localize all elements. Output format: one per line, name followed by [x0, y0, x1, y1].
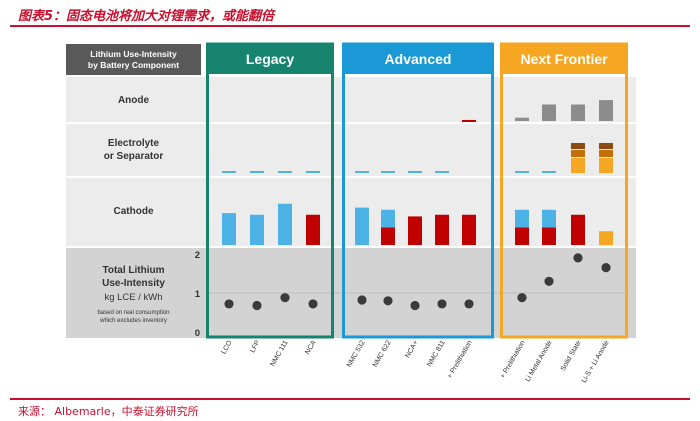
electrolyte-bar-dark [571, 143, 585, 149]
figure-title: 图表5：固态电池将加大对锂需求，或能翻倍 [18, 9, 275, 24]
electrolyte-bar-orange [571, 158, 585, 173]
cathode-bar-red [571, 214, 585, 245]
category-label: NCA [304, 339, 318, 356]
total-point [573, 253, 583, 263]
category-label: + Prelithiation [499, 339, 526, 379]
row-label-total: Total Lithium [102, 265, 164, 276]
category-label: + Prelithiation [446, 339, 473, 379]
bottom-rule [10, 398, 690, 400]
total-point [464, 299, 474, 309]
category-label: NMC 111 [269, 339, 289, 367]
electrolyte-marker [381, 171, 395, 173]
cathode-bar-blue [515, 209, 529, 228]
electrolyte-marker [515, 171, 529, 173]
row-label-electrolyte: or Separator [104, 151, 164, 162]
cathode-bar-red [599, 231, 613, 245]
total-point [224, 299, 234, 309]
total-point [544, 276, 554, 286]
category-label: Solid State [560, 339, 583, 372]
group-border [206, 42, 334, 339]
header-label: Lithium Use-Intensity [90, 49, 177, 59]
top-rule [10, 25, 690, 27]
cathode-bar-red [462, 214, 476, 245]
category-label: Li Metal Anode [525, 339, 554, 383]
electrolyte-marker [408, 171, 422, 173]
header-box [66, 44, 201, 75]
anode-bar [515, 117, 529, 121]
anode-bar [599, 100, 613, 121]
group-header-0 [206, 44, 334, 74]
group-label: Legacy [246, 51, 294, 67]
total-point [252, 300, 262, 311]
row-label-cathode: Cathode [114, 206, 154, 217]
category-label: LFP [249, 339, 262, 354]
group-border [500, 42, 628, 339]
electrolyte-marker [222, 171, 236, 173]
row-band [66, 77, 636, 122]
electrolyte-marker [355, 171, 369, 173]
y-tick-label: 0 [195, 328, 200, 339]
row-label-anode: Anode [118, 95, 150, 106]
total-note: which excludes inventory [99, 318, 167, 324]
group-header-2 [500, 44, 628, 74]
cathode-bar-blue [381, 209, 395, 228]
category-label: NMC 532 [346, 339, 367, 368]
total-unit: kg LCE / kWh [104, 292, 162, 303]
total-point [357, 295, 367, 305]
category-label: LCO [220, 339, 234, 355]
electrolyte-bar-dark [599, 143, 613, 149]
cathode-bar-red [542, 227, 556, 245]
group-label: Next Frontier [520, 51, 608, 67]
cathode-bar-blue [542, 209, 556, 228]
cathode-bar-red [381, 227, 395, 245]
y-tick-label: 2 [195, 250, 200, 261]
row-label-electrolyte: Electrolyte [108, 138, 160, 149]
cathode-bar-blue [250, 214, 264, 245]
cathode-bar-red [408, 216, 422, 245]
category-label: Li-S + Li Anode [581, 339, 611, 384]
total-point [601, 263, 611, 273]
cathode-bar-red [306, 214, 320, 245]
category-label: NMC 811 [426, 339, 447, 368]
anode-bar [571, 104, 585, 121]
group-label: Advanced [385, 51, 452, 67]
total-point [280, 293, 290, 303]
anode-marker [462, 120, 476, 122]
category-label: NMC 622 [372, 339, 393, 368]
cathode-bar-red [515, 227, 529, 245]
row-band [66, 124, 636, 176]
total-point [517, 293, 527, 303]
total-point [383, 296, 393, 306]
row-band [66, 178, 636, 246]
total-point [308, 299, 318, 309]
electrolyte-marker [542, 171, 556, 173]
group-header-1 [342, 44, 494, 74]
row-label-total: Use-Intensity [102, 278, 165, 289]
electrolyte-bar-orange [599, 158, 613, 173]
electrolyte-marker [278, 171, 292, 173]
header-label: by Battery Component [88, 60, 179, 70]
electrolyte-bar-brown [571, 150, 585, 157]
cathode-bar-blue [222, 213, 236, 245]
total-point [410, 300, 420, 311]
total-point [437, 299, 447, 309]
category-label: NCA+ [404, 340, 419, 360]
anode-bar [542, 104, 556, 121]
y-tick-label: 1 [195, 289, 201, 300]
electrolyte-marker [435, 171, 449, 173]
group-border [342, 42, 494, 339]
cathode-bar-blue [278, 203, 292, 245]
cathode-bar-blue [355, 207, 369, 245]
electrolyte-marker [250, 171, 264, 173]
cathode-bar-red [435, 214, 449, 245]
source-note: 来源： Albemarle，中泰证券研究所 [18, 405, 199, 418]
electrolyte-marker [306, 171, 320, 173]
total-note: based on real consumption [97, 310, 169, 316]
electrolyte-bar-brown [599, 150, 613, 157]
